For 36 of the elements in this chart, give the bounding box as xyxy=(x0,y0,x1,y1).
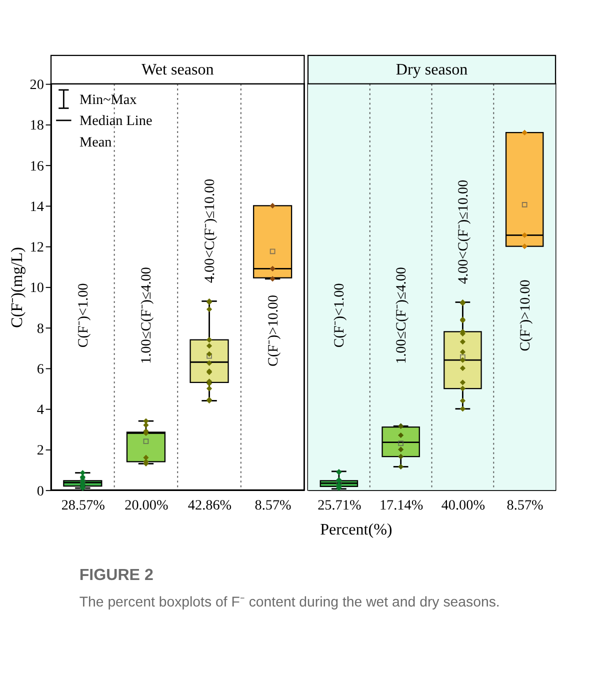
annotation: C(F⁻)>10.00 xyxy=(265,294,282,366)
y-tick-label: 8 xyxy=(36,320,44,337)
chart-title: Wet season xyxy=(142,61,214,78)
annotation: 4.00<C(F⁻)≤10.00 xyxy=(455,180,472,284)
annotation: C(F⁻)<1.00 xyxy=(75,283,92,348)
annotation: Min~Max xyxy=(80,92,137,108)
annotation: Median Line xyxy=(80,113,152,130)
x-tick-label: 40.00% xyxy=(441,497,486,514)
caption: FIGURE 2 xyxy=(79,566,154,584)
x-tick-label: 8.57% xyxy=(506,497,544,514)
x-tick-label: 42.86% xyxy=(188,497,232,514)
annotation: 1.00≤C(F⁻)≤4.00 xyxy=(394,266,410,364)
y-tick-label: 16 xyxy=(30,158,44,174)
y-tick-label: 18 xyxy=(30,118,44,134)
x-tick-label: 8.57% xyxy=(254,497,292,514)
x-tick-label: 25.71% xyxy=(318,497,362,514)
annotation: C(F⁻)>10.00 xyxy=(517,280,534,352)
y-tick-label: 6 xyxy=(36,361,44,378)
x-axis-title: Percent(%) xyxy=(320,521,392,538)
y-tick-label: 4 xyxy=(36,402,44,418)
annotation: Mean xyxy=(80,134,112,150)
x-tick-label: 20.00% xyxy=(124,497,168,514)
y-axis-title: C(F⁻)(mg/L) xyxy=(9,247,26,328)
y-tick-label: 12 xyxy=(30,240,44,256)
text: The percent boxplots of F⁻ content during the wet and dry seasons. xyxy=(79,594,500,610)
x-tick-label: 17.14% xyxy=(379,497,424,514)
chart-title: Dry season xyxy=(396,61,468,78)
y-tick-label: 14 xyxy=(30,198,44,215)
y-tick-label: 10 xyxy=(30,280,44,296)
x-tick-label: 28.57% xyxy=(61,497,106,514)
y-tick-label: 20 xyxy=(30,77,44,94)
annotation: 1.00≤C(F⁻)≤4.00 xyxy=(138,266,155,364)
y-tick-label: 0 xyxy=(36,483,44,500)
annotation: C(F⁻)<1.00 xyxy=(332,283,348,348)
annotation: 4.00<C(F⁻)≤10.00 xyxy=(202,178,218,283)
y-tick-label: 2 xyxy=(36,442,44,459)
